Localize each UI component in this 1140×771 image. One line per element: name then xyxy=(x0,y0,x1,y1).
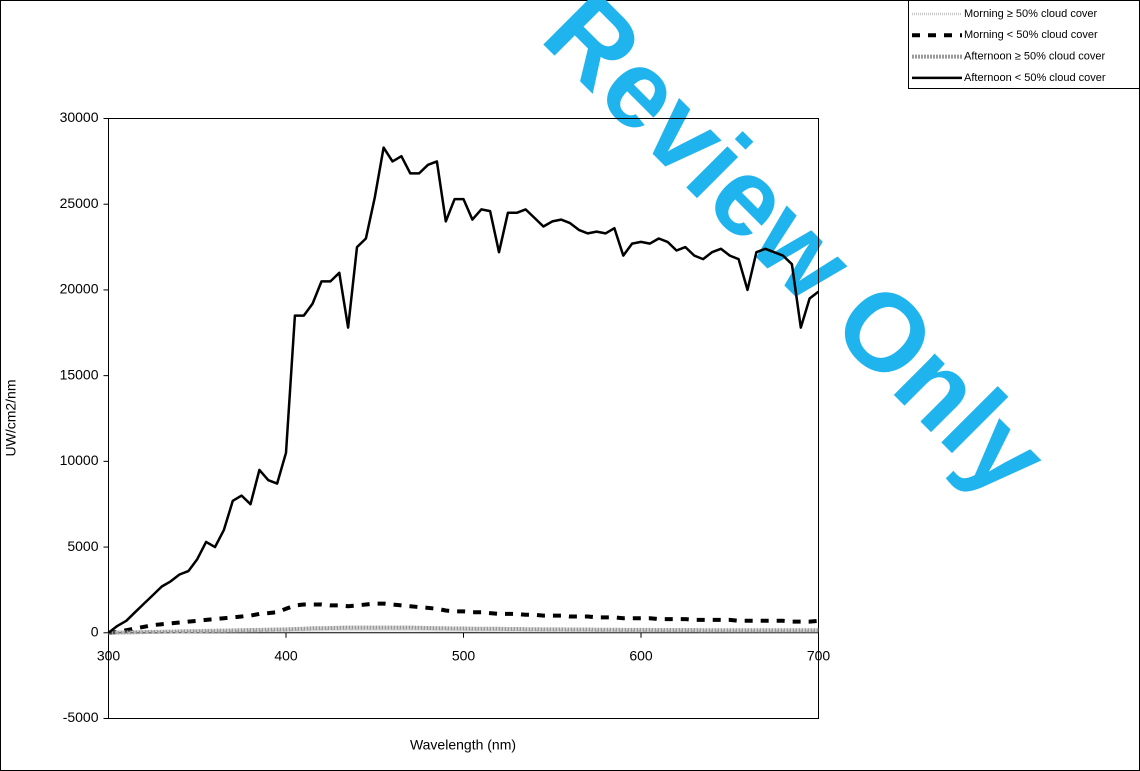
series-line xyxy=(108,625,819,635)
y-tick-label: 10000 xyxy=(60,452,99,468)
legend-label: Morning < 50% cloud cover xyxy=(964,29,1098,41)
series-line xyxy=(108,601,819,635)
legend-label: Afternoon < 50% cloud cover xyxy=(964,72,1106,84)
y-axis-label: UW/cm2/nm xyxy=(3,380,19,457)
x-tick-label: 500 xyxy=(452,647,476,663)
y-tick-label: 25000 xyxy=(60,195,99,211)
y-tick-label: 5000 xyxy=(67,538,98,554)
legend: Morning ≥ 50% cloud cover Morning < 50% c… xyxy=(908,0,1140,89)
series-line xyxy=(107,146,820,634)
plot-area xyxy=(108,118,819,719)
y-tick-label: 0 xyxy=(91,623,99,639)
x-tick-label: 300 xyxy=(97,647,121,663)
x-tick-label: 700 xyxy=(807,647,831,663)
x-tick-label: 400 xyxy=(274,647,298,663)
y-tick-label: 30000 xyxy=(60,109,99,125)
legend-label: Afternoon ≥ 50% cloud cover xyxy=(964,51,1106,63)
y-tick-label: 15000 xyxy=(60,366,99,382)
x-tick-label: 600 xyxy=(629,647,653,663)
y-tick-label: -5000 xyxy=(63,709,99,725)
y-tick-label: 20000 xyxy=(60,281,99,297)
legend-label: Morning ≥ 50% cloud cover xyxy=(964,8,1098,20)
x-axis-label: Wavelength (nm) xyxy=(410,737,516,753)
